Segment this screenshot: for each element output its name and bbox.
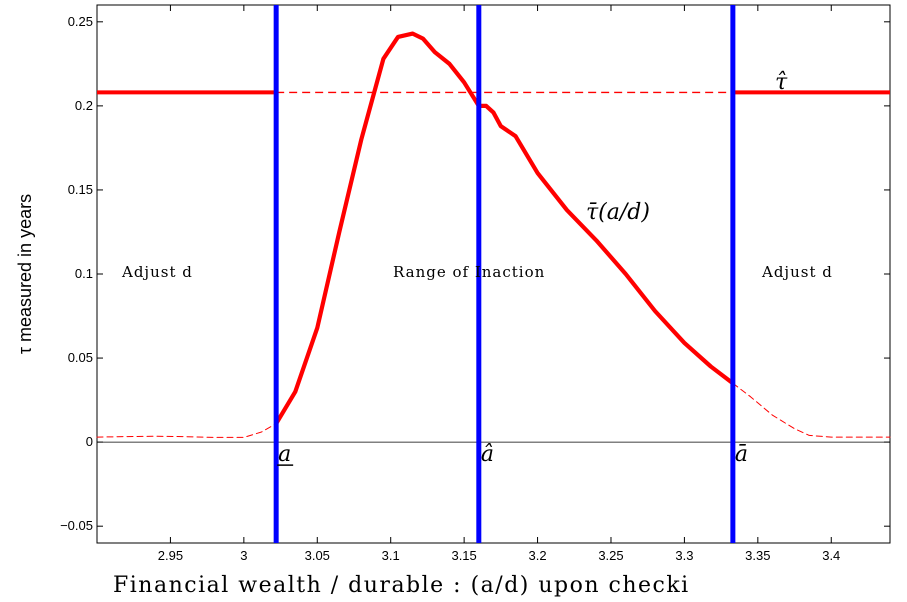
region-label-adjust-left: Adjust d: [121, 263, 193, 281]
tau-hat-label: τ̂: [775, 70, 788, 95]
y-tick-label-2: 0.05: [68, 350, 93, 365]
y-tick-label-0: −0.05: [60, 518, 93, 533]
x-tick-label-9: 3.4: [822, 548, 840, 563]
x-tick-label-8: 3.35: [745, 548, 770, 563]
x-tick-label-0: 2.95: [158, 548, 183, 563]
dashed-curve-2: [732, 382, 891, 438]
x-tick-label-3: 3.1: [382, 548, 400, 563]
x-tick-label-7: 3.3: [675, 548, 693, 563]
threshold-label-a-lower: a: [278, 442, 291, 467]
x-tick-label-2: 3.05: [305, 548, 330, 563]
dashed-curve-1: [96, 423, 277, 438]
x-tick-label-6: 3.25: [598, 548, 623, 563]
y-tick-label-4: 0.15: [68, 182, 93, 197]
x-tick-label-4: 3.15: [451, 548, 476, 563]
region-label-inaction: Range of Inaction: [393, 263, 545, 281]
x-tick-label-5: 3.2: [529, 548, 547, 563]
y-tick-label-6: 0.25: [68, 14, 93, 29]
y-tick-label-3: 0.1: [75, 266, 93, 281]
y-tick-label-1: 0: [86, 434, 93, 449]
region-label-adjust-right: Adjust d: [761, 263, 833, 281]
threshold-label-a-hat: â: [481, 442, 494, 467]
threshold-label-a-upper: ā: [735, 442, 748, 467]
x-axis-label: Financial wealth / durable : (a/d) upon …: [113, 573, 690, 598]
x-tick-label-1: 3: [240, 548, 247, 563]
curve-label: τ̄(a/d): [586, 200, 650, 225]
y-axis-label: τ measured in years: [15, 194, 35, 354]
y-tick-label-5: 0.2: [75, 98, 93, 113]
